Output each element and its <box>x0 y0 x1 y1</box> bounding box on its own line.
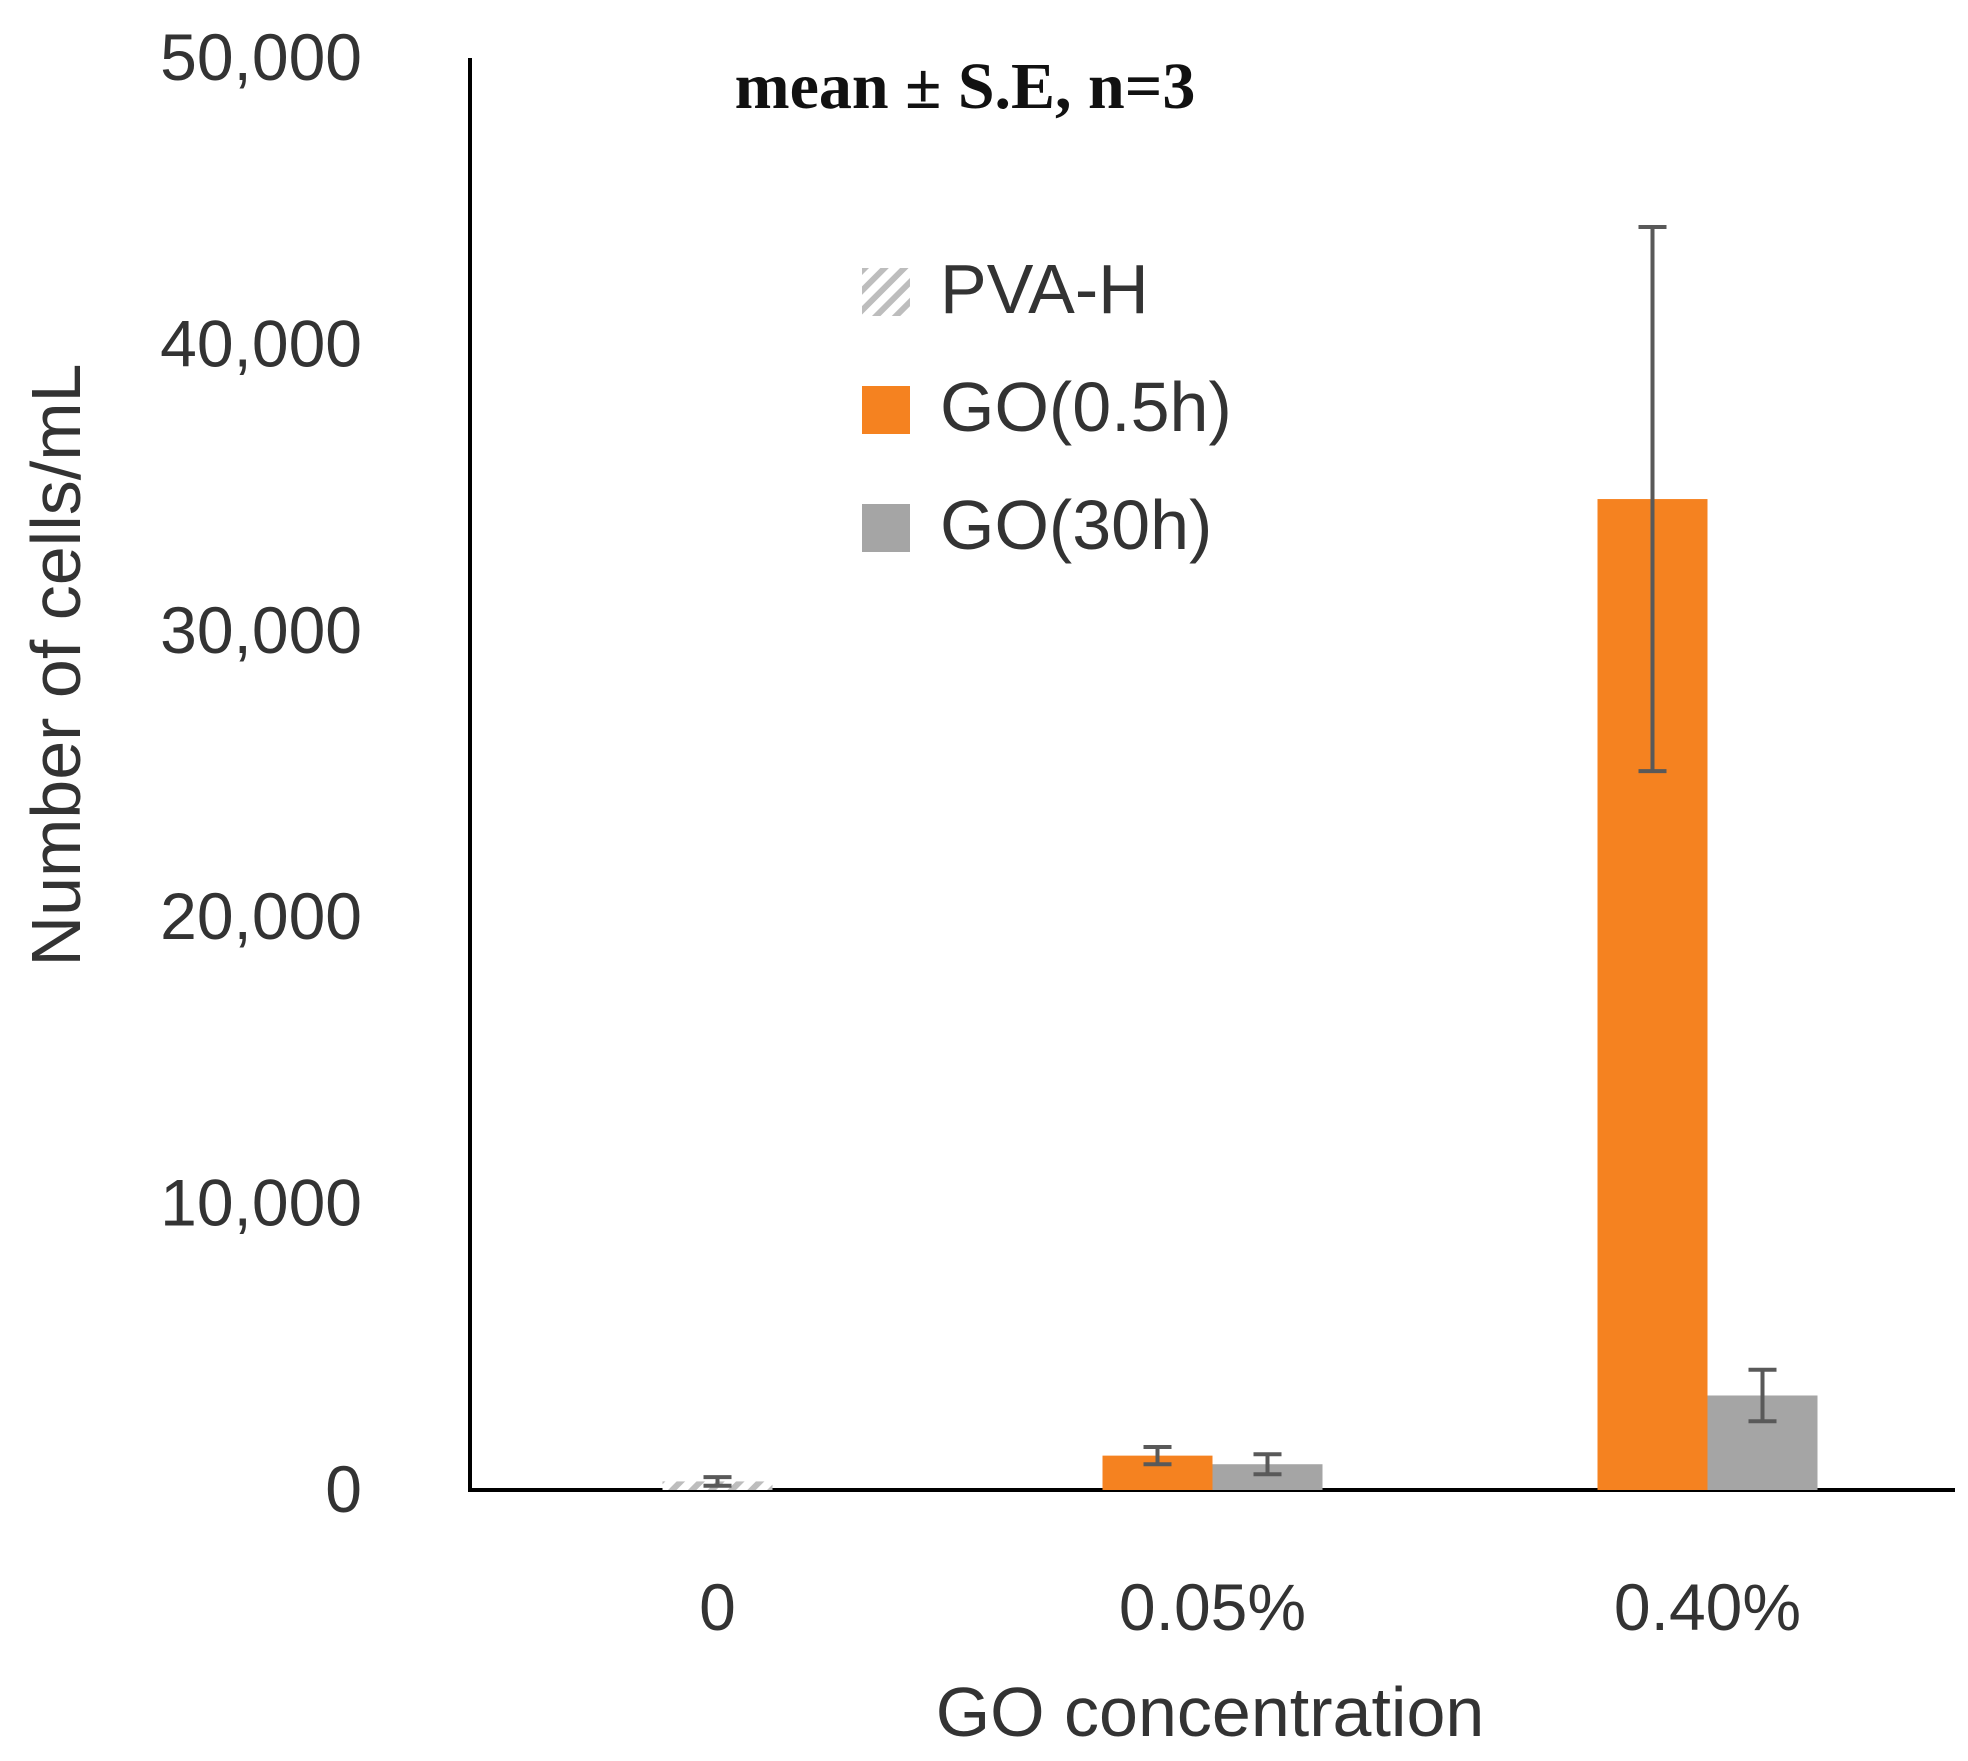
y-tick-label: 0 <box>325 1452 362 1526</box>
legend-swatch <box>862 504 910 552</box>
x-tick-label: 0.05% <box>1119 1570 1306 1644</box>
y-axis-title: Number of cells/mL <box>17 364 95 967</box>
y-tick-label: 30,000 <box>160 593 362 667</box>
y-tick-label: 40,000 <box>160 306 362 380</box>
x-axis-title: GO concentration <box>936 1673 1485 1751</box>
chart-annotation: mean ± S.E, n=3 <box>735 50 1196 123</box>
x-tick-label: 0 <box>699 1570 736 1644</box>
error-bar <box>1638 224 1667 774</box>
error-bar <box>1143 1445 1172 1467</box>
legend-label: PVA-H <box>940 250 1149 328</box>
legend-label: GO(0.5h) <box>940 368 1232 446</box>
y-tick-label: 20,000 <box>160 879 362 953</box>
y-tick-label: 50,000 <box>160 20 362 94</box>
error-bar <box>1748 1367 1777 1424</box>
x-tick-label: 0.40% <box>1614 1570 1801 1644</box>
legend-swatch <box>862 268 910 316</box>
error-bar <box>1253 1452 1282 1477</box>
legend-swatch <box>862 386 910 434</box>
legend-label: GO(30h) <box>940 486 1212 564</box>
error-bar <box>703 1475 732 1488</box>
y-tick-label: 10,000 <box>160 1166 362 1240</box>
